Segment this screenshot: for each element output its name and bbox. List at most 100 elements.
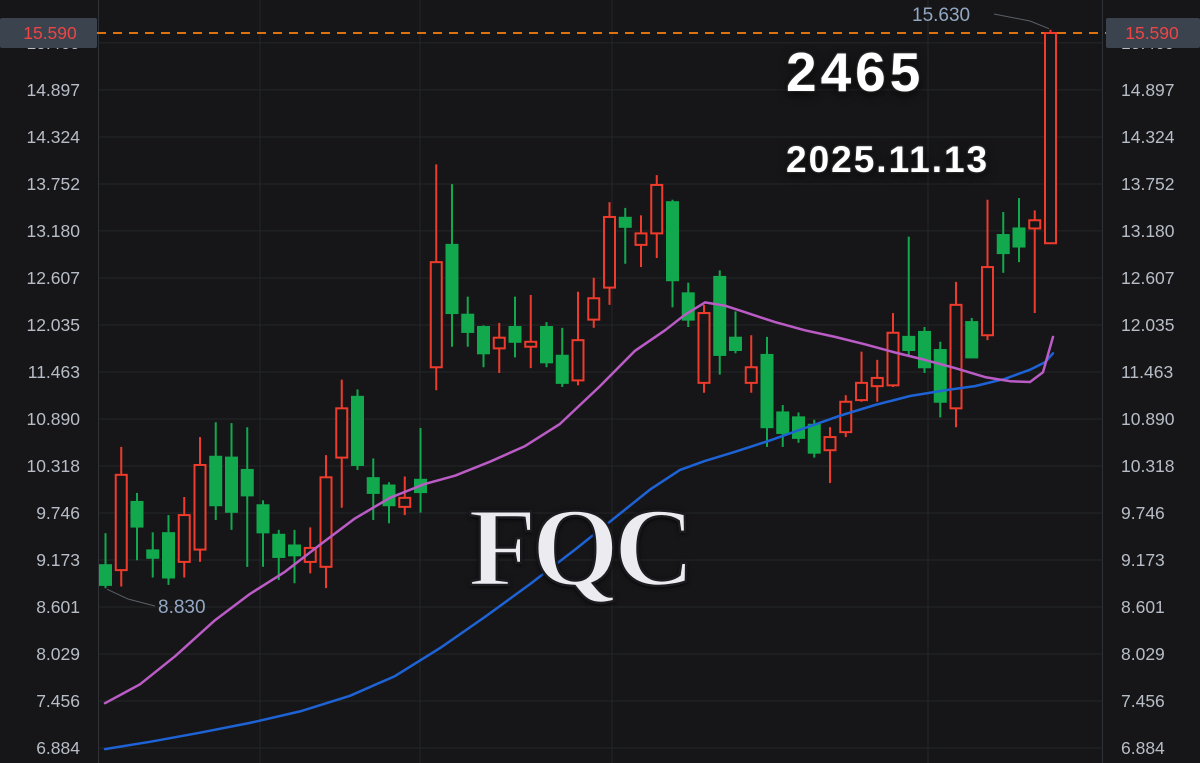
candle-body bbox=[886, 331, 900, 387]
candle-body bbox=[571, 339, 585, 382]
candle-body bbox=[240, 468, 254, 497]
price-tick-label: 7.456 bbox=[1121, 691, 1165, 711]
candle-body bbox=[776, 411, 790, 434]
candle-down bbox=[729, 311, 742, 354]
price-tick-label: 12.035 bbox=[1121, 315, 1175, 335]
current-price-label: 15.590 bbox=[23, 23, 77, 43]
candle-body bbox=[870, 376, 884, 388]
candle-down bbox=[162, 515, 175, 585]
candle-body bbox=[839, 400, 853, 434]
candle-down bbox=[918, 327, 931, 374]
candle-up bbox=[870, 359, 884, 402]
candle-body bbox=[697, 312, 711, 384]
candle-body bbox=[492, 336, 506, 350]
candle-body bbox=[1012, 227, 1026, 248]
price-tick-label: 14.897 bbox=[26, 80, 80, 100]
candle-body bbox=[193, 463, 207, 551]
price-tick-label: 14.324 bbox=[1121, 127, 1175, 147]
candle-down bbox=[146, 532, 160, 578]
candle-body bbox=[256, 504, 270, 534]
ma-slow-line bbox=[103, 352, 1055, 751]
candle-body bbox=[713, 275, 727, 356]
candle-body bbox=[587, 297, 601, 321]
price-tick-label: 9.746 bbox=[1121, 503, 1165, 523]
candle-down bbox=[681, 282, 695, 328]
price-tick-label: 10.318 bbox=[26, 456, 80, 476]
candle-down bbox=[351, 389, 364, 470]
candle-body bbox=[99, 564, 112, 586]
candle-up bbox=[823, 427, 837, 484]
candle-body bbox=[429, 261, 443, 369]
high-point-label: 15.630 bbox=[912, 5, 970, 26]
left-price-scale[interactable]: 15.46914.89714.32413.75213.18012.60712.0… bbox=[26, 33, 80, 758]
watermark-text: FQC bbox=[467, 486, 696, 610]
candle-body bbox=[1044, 32, 1057, 245]
candle-up bbox=[603, 202, 616, 305]
candle-up bbox=[429, 164, 443, 391]
candle-up bbox=[981, 199, 994, 341]
candle-body bbox=[319, 476, 333, 568]
candle-down bbox=[713, 270, 727, 375]
price-tick-label: 7.456 bbox=[36, 691, 80, 711]
price-grid bbox=[98, 0, 1103, 763]
price-tick-label: 9.173 bbox=[1121, 550, 1165, 570]
candle-body bbox=[130, 500, 144, 528]
ma-fast-line bbox=[103, 301, 1055, 705]
candle-body bbox=[933, 349, 947, 403]
candle-up bbox=[398, 476, 412, 516]
candle-down bbox=[540, 322, 553, 368]
candle-body bbox=[461, 313, 475, 333]
candle-body bbox=[114, 473, 128, 572]
candle-body bbox=[398, 496, 412, 508]
candle-body bbox=[524, 340, 538, 348]
low-point-label: 8.830 bbox=[158, 597, 206, 618]
price-tick-label: 8.029 bbox=[36, 644, 80, 664]
price-tick-label: 12.035 bbox=[26, 315, 80, 335]
candle-down bbox=[618, 207, 632, 264]
right-price-scale[interactable]: 15.46914.89714.32413.75213.18012.60712.0… bbox=[1121, 33, 1175, 758]
candles-series bbox=[99, 29, 1057, 589]
candle-body bbox=[555, 354, 569, 384]
price-tick-label: 9.746 bbox=[36, 503, 80, 523]
candle-body bbox=[918, 330, 931, 369]
candle-down bbox=[760, 336, 774, 447]
candle-up bbox=[839, 395, 853, 438]
price-tick-label: 13.752 bbox=[26, 174, 80, 194]
candle-body bbox=[902, 335, 916, 352]
candle-down bbox=[933, 341, 947, 418]
candle-body bbox=[744, 366, 758, 384]
candle-up bbox=[571, 291, 585, 386]
price-tick-label: 13.752 bbox=[1121, 174, 1175, 194]
candle-body bbox=[351, 395, 364, 466]
candle-down bbox=[477, 325, 490, 368]
candle-body bbox=[272, 533, 286, 558]
price-tick-label: 10.890 bbox=[1121, 409, 1175, 429]
price-tick-label: 9.173 bbox=[36, 550, 80, 570]
current-price-badge-left: 15.590 bbox=[0, 18, 97, 48]
candle-up bbox=[1044, 29, 1057, 245]
candle-body bbox=[681, 292, 695, 321]
price-tick-label: 14.324 bbox=[26, 127, 80, 147]
candle-body bbox=[335, 407, 349, 459]
candle-down bbox=[209, 422, 223, 521]
low-point-annotation: 8.830 bbox=[106, 588, 206, 618]
candle-body bbox=[445, 243, 459, 315]
candle-down bbox=[461, 296, 475, 347]
price-tick-label: 10.318 bbox=[1121, 456, 1175, 476]
candle-body bbox=[288, 544, 301, 557]
candle-body bbox=[1028, 219, 1042, 230]
candle-up bbox=[335, 379, 349, 508]
price-tick-label: 13.180 bbox=[1121, 221, 1175, 241]
price-tick-label: 13.180 bbox=[26, 221, 80, 241]
price-tick-label: 6.884 bbox=[1121, 738, 1165, 758]
candle-body bbox=[949, 303, 963, 410]
candle-body bbox=[366, 477, 380, 494]
candle-down bbox=[130, 492, 144, 561]
price-tick-label: 10.890 bbox=[26, 409, 80, 429]
candle-down bbox=[996, 212, 1010, 273]
candle-body bbox=[540, 326, 553, 364]
candle-down bbox=[272, 529, 286, 580]
candle-up bbox=[650, 175, 664, 259]
